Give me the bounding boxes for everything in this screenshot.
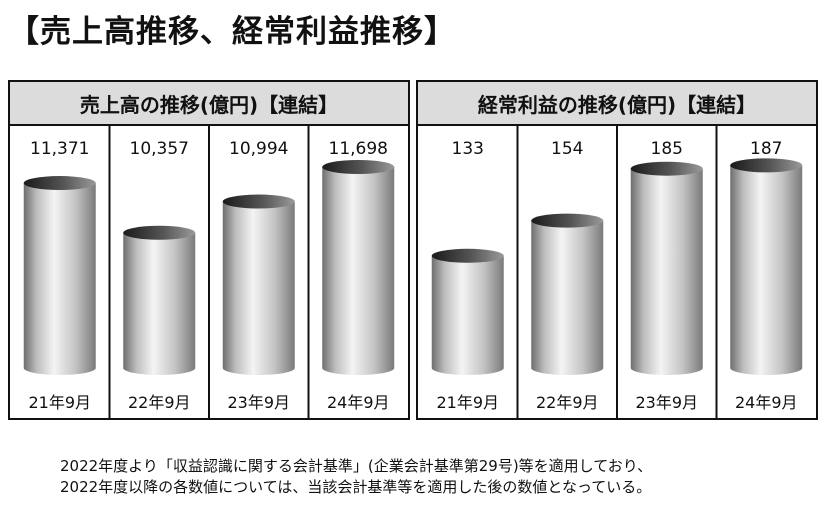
profit-value-label: 154 <box>551 139 583 159</box>
profit-bar <box>730 158 803 375</box>
sales-category-label: 22年9月 <box>128 393 191 412</box>
page-title: 【売上高推移、経常利益推移】 <box>8 14 456 50</box>
sales-value-label: 11,698 <box>329 139 388 159</box>
sales-chart-title: 売上高の推移(億円)【連結】 <box>10 82 408 126</box>
footnote: 2022年度より「収益認識に関する会計基準」(企業会計基準第29号)等を適用して… <box>60 456 652 498</box>
sales-chart-panel: 売上高の推移(億円)【連結】 11,371 21年9月 10,357 22年9月 10,… <box>8 80 410 420</box>
sales-value-label: 11,371 <box>30 139 89 159</box>
profit-bar <box>630 161 703 375</box>
sales-value-label: 10,357 <box>130 139 189 159</box>
sales-bar <box>322 160 395 375</box>
sales-bar-chart: 11,371 21年9月 10,357 22年9月 10,994 23年9月 11,698 2… <box>23 124 395 418</box>
sales-value-label: 10,994 <box>229 139 288 159</box>
profit-category-label: 23年9月 <box>635 393 698 412</box>
profit-chart-title: 経常利益の推移(億円)【連結】 <box>418 82 816 126</box>
sales-category-label: 24年9月 <box>327 393 390 412</box>
sales-category-label: 21年9月 <box>28 393 91 412</box>
profit-value-label: 187 <box>750 139 782 159</box>
profit-bar-chart: 133 21年9月 154 22年9月 185 23年9月 187 24年9月 <box>431 124 803 418</box>
profit-category-label: 24年9月 <box>735 393 798 412</box>
sales-bar <box>222 194 295 375</box>
footnote-line-1: 2022年度より「収益認識に関する会計基準」(企業会計基準第29号)等を適用して… <box>60 457 653 475</box>
profit-category-label: 22年9月 <box>536 393 599 412</box>
profit-bar <box>431 248 504 375</box>
profit-value-label: 133 <box>452 139 484 159</box>
sales-bar <box>123 225 196 375</box>
footnote-line-2: 2022年度以降の各数値については、当該会計基準等を適用した後の数値となっている… <box>60 478 652 496</box>
sales-bar <box>23 176 96 375</box>
profit-chart-panel: 経常利益の推移(億円)【連結】 133 21年9月 154 22年9月 185 23年9月… <box>416 80 818 420</box>
sales-category-label: 23年9月 <box>227 393 290 412</box>
profit-bar <box>531 213 604 375</box>
profit-category-label: 21年9月 <box>436 393 499 412</box>
profit-value-label: 185 <box>651 139 683 159</box>
